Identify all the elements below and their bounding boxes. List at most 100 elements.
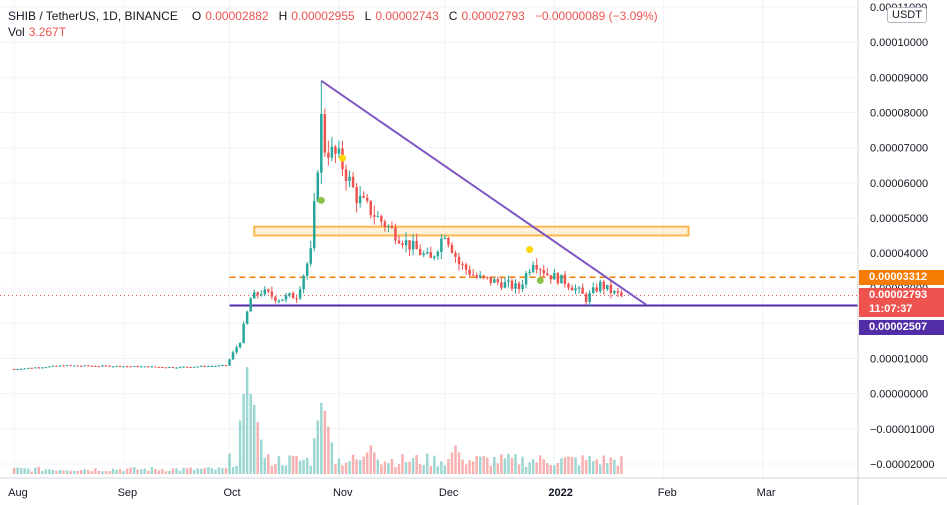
candle-body <box>175 367 178 369</box>
volume-bar <box>524 466 528 474</box>
volume-bar <box>387 463 390 474</box>
candle-body <box>150 366 154 368</box>
candle-body <box>125 366 129 368</box>
candle-body <box>189 366 192 368</box>
volume-bar <box>517 464 521 474</box>
candle-body <box>365 197 369 201</box>
candle-body <box>408 240 411 250</box>
candle-body <box>48 366 51 368</box>
volume-bar <box>369 445 372 474</box>
candle-body <box>51 365 55 367</box>
candle-body <box>238 343 242 348</box>
volume-bar <box>58 469 62 474</box>
volume-bar <box>447 459 450 474</box>
candle-body <box>542 269 545 274</box>
volume-bar <box>210 468 214 474</box>
candle-body <box>397 240 401 244</box>
volume-bar <box>76 470 79 474</box>
volume-bar <box>157 470 161 474</box>
candle-body <box>553 273 556 280</box>
candle-body <box>97 366 101 368</box>
candle-body <box>83 365 86 367</box>
volume-bar <box>320 402 323 474</box>
y-tick-label: −0.00001000 <box>870 424 935 436</box>
volume-bar <box>521 456 524 474</box>
volume-bar <box>309 465 312 474</box>
candle-body <box>37 367 41 369</box>
volume-bar <box>192 469 196 474</box>
volume-bar <box>274 464 277 474</box>
candle-body <box>599 281 602 292</box>
volume-bar <box>489 465 493 474</box>
volume-bar <box>118 469 122 474</box>
volume-bar <box>553 465 556 474</box>
volume-bar <box>182 467 185 474</box>
volume-bar <box>436 466 440 474</box>
candle-body <box>570 287 574 291</box>
volume-bar <box>242 393 245 474</box>
candle-body <box>90 365 94 367</box>
volume-bar <box>510 457 514 474</box>
volume-bar <box>291 455 295 474</box>
y-tick-label: 0.00001000 <box>870 354 928 366</box>
candle-body <box>461 264 464 266</box>
candle-body <box>591 287 595 293</box>
volume-bar <box>256 422 259 474</box>
volume-bar <box>221 468 224 474</box>
candle-body <box>136 366 139 368</box>
volume-bar <box>440 461 443 474</box>
volume-bar <box>581 455 584 474</box>
volume-bar <box>48 469 51 474</box>
volume-bar <box>404 462 408 474</box>
candle-body <box>108 365 111 367</box>
volume-bar <box>19 467 23 474</box>
candle-body <box>207 366 210 368</box>
volume-bar <box>507 453 510 474</box>
volume-bar <box>323 410 327 474</box>
volume-label: Vol <box>8 25 25 39</box>
candle-body <box>538 269 542 271</box>
candle-body <box>556 273 560 284</box>
candle-body <box>418 249 422 255</box>
candle-body <box>34 367 37 369</box>
volume-bar <box>358 459 362 474</box>
volume-bar <box>90 471 94 474</box>
candle-body <box>249 298 252 312</box>
volume-bar <box>373 452 376 474</box>
symbol-title[interactable]: SHIB / TetherUS, 1D, BINANCE <box>8 9 178 23</box>
candle-body <box>440 238 443 252</box>
volume-bar <box>72 470 76 474</box>
volume-bar <box>37 466 41 474</box>
candle-body <box>19 368 23 370</box>
candle-body <box>122 366 125 368</box>
candle-body <box>475 275 478 278</box>
volume-bar <box>478 456 482 474</box>
candle-body <box>503 282 507 288</box>
volume-bar <box>228 453 231 474</box>
candle-body <box>178 366 182 368</box>
volume-bar <box>196 468 199 474</box>
volume-bar <box>104 470 108 474</box>
candle-body <box>567 283 570 288</box>
candle-body <box>154 366 157 368</box>
candle-body <box>288 293 291 296</box>
y-tick-label: 0.00006000 <box>870 178 928 190</box>
candle-body <box>115 365 118 367</box>
volume-bar <box>355 459 358 474</box>
candle-body <box>496 279 500 283</box>
candle-body <box>429 252 433 258</box>
volume-bar <box>316 420 320 474</box>
candle-body <box>196 366 199 368</box>
candle-body <box>609 284 613 293</box>
currency-button[interactable]: USDT <box>887 7 927 23</box>
candle-body <box>358 195 362 204</box>
candle-body <box>298 289 302 299</box>
volume-bar <box>101 471 104 474</box>
candle-body <box>245 311 249 324</box>
candle-body <box>200 365 203 367</box>
volume-bar <box>599 464 602 474</box>
candle-body <box>330 146 334 158</box>
candle-body <box>521 284 524 290</box>
volume-bar <box>69 470 72 474</box>
